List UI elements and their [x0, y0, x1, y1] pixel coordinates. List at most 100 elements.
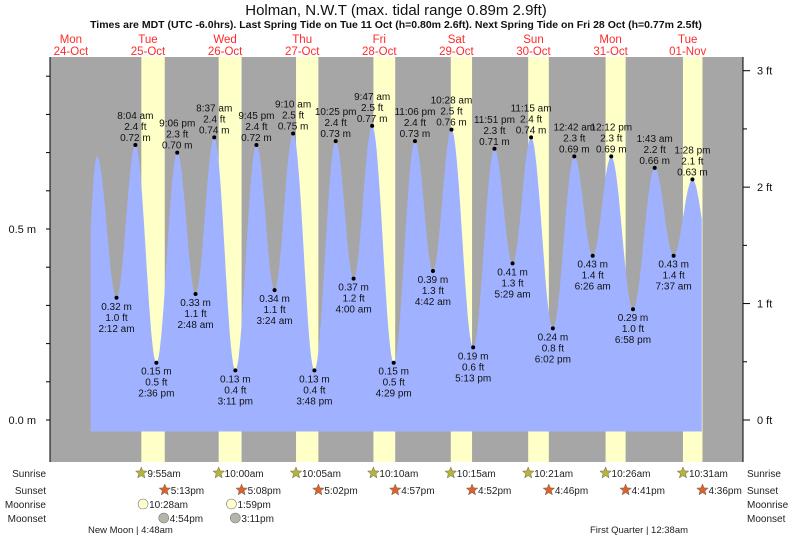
- low-tide-time: 2:12 am: [98, 324, 134, 335]
- day-label-date: 25-Oct: [131, 46, 166, 58]
- high-tide-point: [133, 142, 138, 147]
- high-tide-point: [492, 146, 497, 151]
- sunset-time: 5:13pm: [171, 486, 204, 497]
- moon-phase-first-quarter: First Quarter | 12:38am: [590, 525, 688, 536]
- right-tick-label: 3 ft: [757, 66, 772, 78]
- low-tide-time: 5:13 pm: [455, 373, 491, 384]
- sunset-row-label-right: Sunset: [747, 486, 778, 497]
- sunset-star-icon: [388, 483, 402, 496]
- high-tide-time: 12:42 am: [553, 122, 595, 133]
- high-tide-m: 0.63 m: [677, 167, 708, 178]
- high-tide-ft: 2.4 ft: [203, 114, 225, 125]
- low-tide-ft: 0.6 ft: [462, 362, 484, 373]
- low-tide-ft: 0.4 ft: [224, 385, 246, 396]
- high-tide-m: 0.73 m: [320, 129, 351, 140]
- moonset-row-label-right: Moonset: [747, 514, 786, 525]
- sunset-star-icon: [619, 483, 632, 496]
- day-label-dow: Thu: [292, 34, 312, 46]
- day-label-date: 01-Nov: [669, 46, 706, 58]
- high-tide-m: 0.75 m: [278, 122, 309, 133]
- high-tide-time: 8:37 am: [196, 103, 232, 114]
- low-tide-time: 4:29 pm: [376, 389, 412, 400]
- high-tide-time: 11:06 pm: [394, 107, 435, 118]
- low-tide-point: [154, 360, 159, 365]
- day-label-dow: Wed: [213, 34, 236, 46]
- high-tide-point: [412, 139, 417, 144]
- low-tide-ft: 1.3 ft: [422, 286, 444, 297]
- low-tide-point: [671, 253, 676, 258]
- low-tide-m: 0.33 m: [180, 298, 211, 309]
- high-tide-point: [652, 165, 657, 170]
- high-tide-m: 0.72 m: [241, 133, 272, 144]
- low-tide-ft: 1.4 ft: [582, 271, 604, 282]
- low-tide-point: [430, 269, 435, 274]
- low-tide-time: 6:26 am: [575, 282, 611, 293]
- low-tide-m: 0.34 m: [259, 294, 290, 305]
- moonset-row-label-left: Moonset: [8, 514, 47, 525]
- low-tide-point: [391, 360, 396, 365]
- high-tide-m: 0.73 m: [400, 129, 431, 140]
- chart-subtitle: Times are MDT (UTC -6.0hrs). Last Spring…: [90, 19, 702, 31]
- high-tide-m: 0.69 m: [596, 144, 627, 155]
- moonset-time: 4:54pm: [170, 514, 203, 525]
- high-tide-time: 10:28 am: [431, 96, 473, 107]
- high-tide-point: [175, 150, 180, 155]
- low-tide-m: 0.39 m: [418, 275, 449, 286]
- low-tide-ft: 1.0 ft: [105, 313, 127, 324]
- moonrise-row-label-right: Moonrise: [747, 500, 789, 511]
- high-tide-m: 0.66 m: [639, 156, 670, 167]
- high-tide-ft: 2.3 ft: [483, 126, 505, 137]
- low-tide-time: 2:48 am: [177, 320, 213, 331]
- low-tide-time: 6:02 pm: [535, 354, 571, 365]
- sunrise-row-label-left: Sunrise: [12, 469, 46, 480]
- day-label-date: 30-Oct: [516, 46, 551, 58]
- high-tide-point: [333, 139, 338, 144]
- sunrise-star-icon: [444, 466, 458, 479]
- chart-title: Holman, N.W.T (max. tidal range 0.89m 2.…: [245, 2, 547, 19]
- high-tide-time: 1:28 pm: [674, 145, 710, 156]
- high-tide-time: 8:04 am: [117, 111, 153, 122]
- high-tide-m: 0.70 m: [162, 141, 193, 152]
- high-tide-point: [370, 123, 375, 128]
- sunrise-star-icon: [676, 466, 690, 479]
- sunset-time: 4:52pm: [478, 486, 511, 497]
- high-tide-ft: 2.3 ft: [600, 133, 622, 144]
- sunset-time: 4:46pm: [555, 486, 588, 497]
- low-tide-ft: 1.1 ft: [263, 305, 285, 316]
- low-tide-m: 0.19 m: [458, 351, 489, 362]
- sunset-time: 4:41pm: [632, 486, 665, 497]
- sunset-star-icon: [465, 483, 479, 496]
- tide-area: [90, 125, 702, 432]
- day-label-dow: Fri: [373, 34, 386, 46]
- sunrise-star-icon: [367, 466, 380, 479]
- low-tide-m: 0.43 m: [658, 260, 689, 271]
- right-tick-label: 2 ft: [757, 182, 772, 194]
- high-tide-point: [254, 142, 259, 147]
- low-tide-m: 0.43 m: [577, 260, 608, 271]
- moonrise-time: 1:59pm: [237, 500, 270, 511]
- sunrise-star-icon: [599, 466, 612, 479]
- sunrise-time: 10:00am: [225, 469, 264, 480]
- high-tide-point: [212, 135, 217, 140]
- day-label-dow: Sun: [523, 34, 543, 46]
- left-tick-label: 0.0 m: [8, 415, 36, 427]
- low-tide-ft: 1.0 ft: [622, 324, 644, 335]
- high-tide-time: 1:43 am: [637, 134, 673, 145]
- low-tide-ft: 0.5 ft: [383, 378, 405, 389]
- high-tide-time: 9:47 am: [354, 92, 390, 103]
- sunset-star-icon: [696, 483, 709, 496]
- tide-labels: 0.32 m1.0 ft2:12 am8:04 am2.4 ft0.72 m0.…: [98, 92, 710, 407]
- low-tide-m: 0.32 m: [101, 302, 132, 313]
- sunrise-star-icon: [289, 466, 303, 479]
- high-tide-point: [449, 127, 454, 132]
- low-tide-point: [510, 261, 515, 266]
- sunrise-row-label-right: Sunrise: [747, 469, 781, 480]
- high-tide-m: 0.69 m: [559, 144, 590, 155]
- low-tide-point: [193, 291, 198, 296]
- high-tide-time: 10:25 pm: [315, 107, 357, 118]
- low-tide-point: [233, 368, 238, 373]
- sunset-time: 5:08pm: [248, 486, 281, 497]
- moon-phase-new: New Moon | 4:48am: [88, 525, 173, 536]
- sunrise-time: 10:15am: [457, 469, 496, 480]
